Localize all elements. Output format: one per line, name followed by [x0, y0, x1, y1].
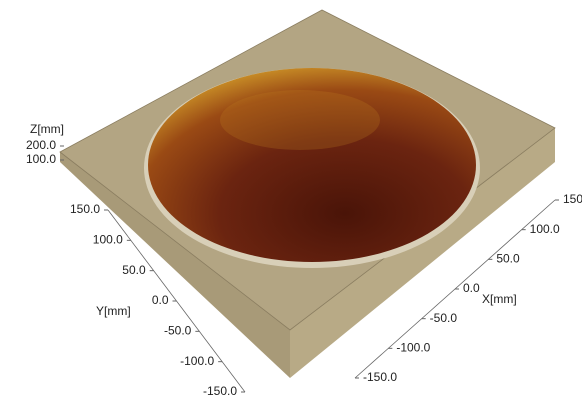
- y-tick-label: 50.0: [122, 263, 146, 277]
- x-tick-label: 150.0: [563, 192, 582, 206]
- crater-highlight: [220, 90, 380, 150]
- x-tick-label: -50.0: [430, 311, 458, 325]
- x-axis-label: X[mm]: [482, 292, 517, 306]
- x-tick-label: -150.0: [363, 370, 397, 384]
- z-tick-label: 100.0: [26, 152, 56, 166]
- x-tick-label: 50.0: [496, 252, 520, 266]
- z-axis-label: Z[mm]: [30, 122, 64, 136]
- y-tick-label: 100.0: [93, 233, 123, 247]
- y-tick-label: 150.0: [70, 202, 100, 216]
- x-tick-label: -100.0: [396, 341, 430, 355]
- y-axis-label: Y[mm]: [96, 304, 131, 318]
- y-tick-label: -100.0: [180, 354, 214, 368]
- chart: Z[mm] Y[mm] X[mm] -150.0 -100.0 -50.0 0.0 50…: [0, 0, 582, 402]
- y-tick-label: -50.0: [164, 324, 192, 338]
- y-tick-label: -150.0: [203, 384, 237, 398]
- x-tick-label: 100.0: [530, 222, 560, 236]
- z-tick-label: 200.0: [26, 138, 56, 152]
- x-tick-label: 0.0: [463, 281, 480, 295]
- y-tick-label: 0.0: [152, 293, 169, 307]
